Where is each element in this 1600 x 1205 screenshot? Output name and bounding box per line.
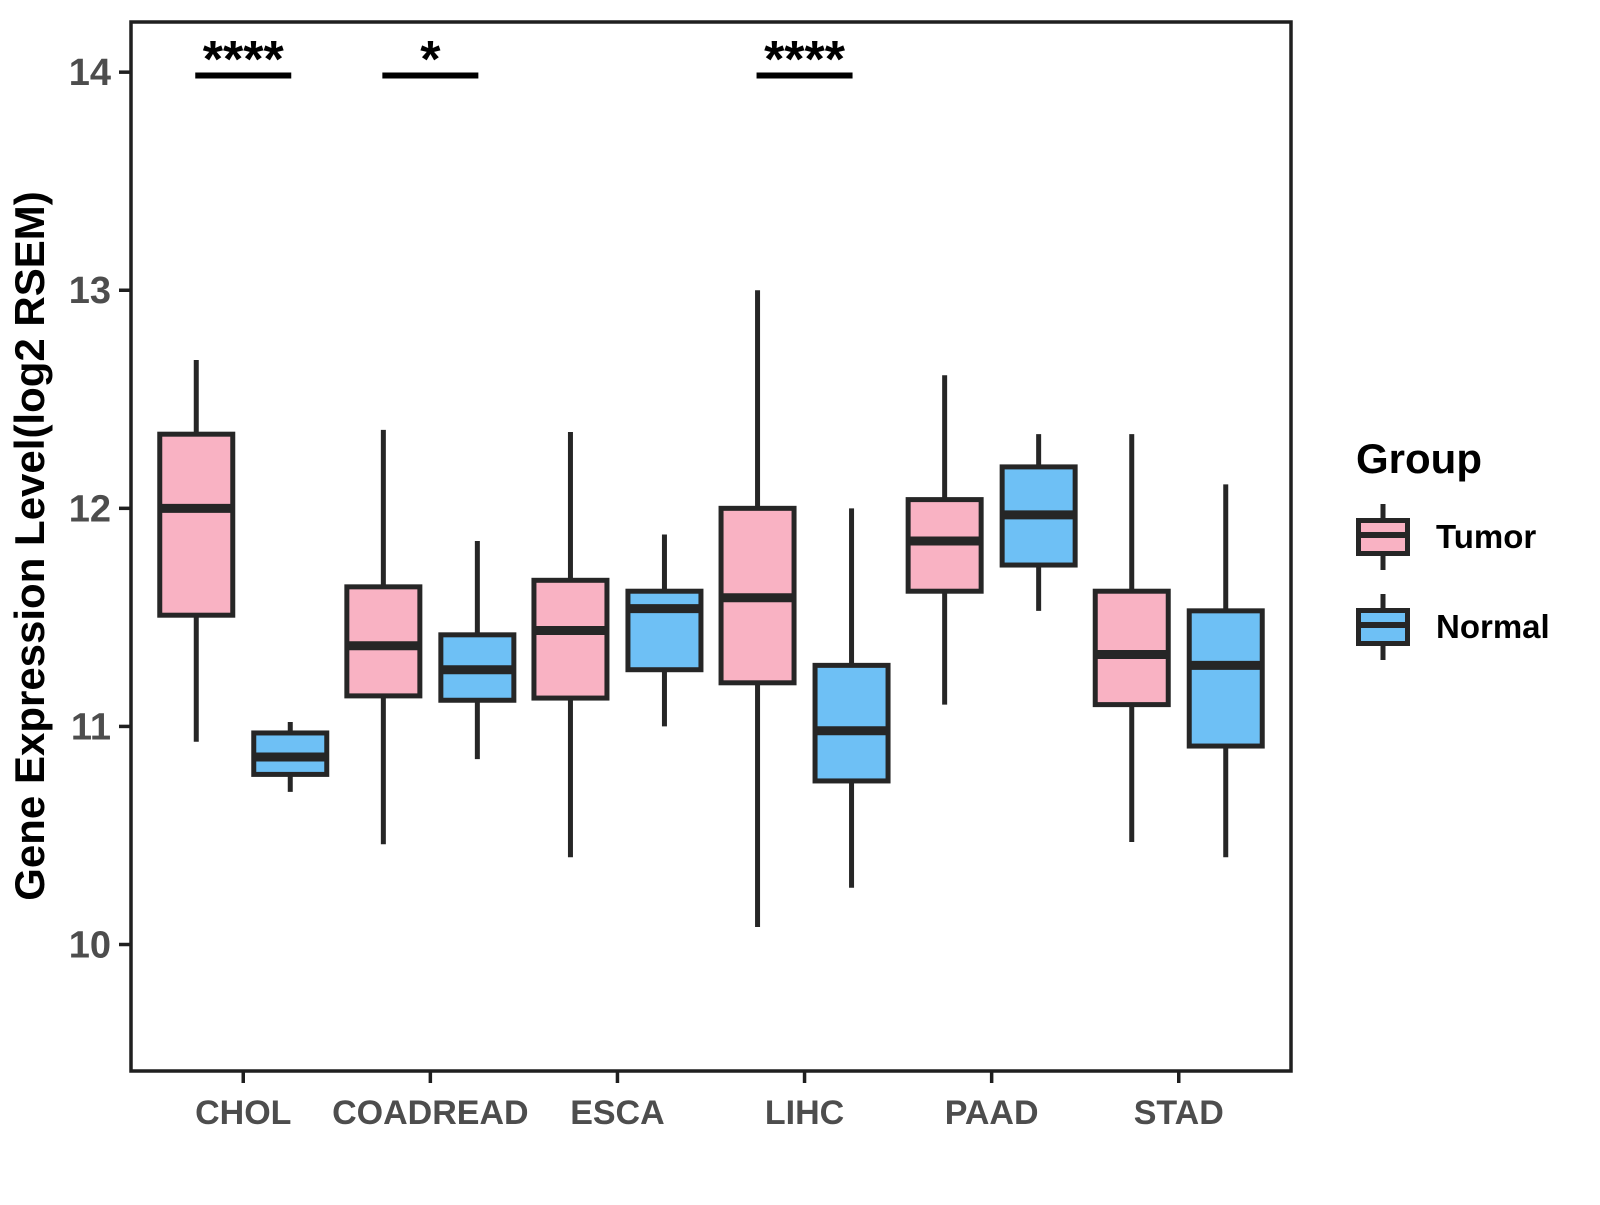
y-tick-label: 13: [69, 270, 111, 312]
x-tick-label-chol: CHOL: [195, 1094, 291, 1132]
significance-stars-coadread: *: [420, 31, 441, 89]
y-tick-label: 14: [69, 52, 111, 94]
x-tick-label-paad: PAAD: [945, 1094, 1039, 1132]
x-tick-label-stad: STAD: [1134, 1094, 1224, 1132]
significance-stars-chol: ****: [203, 31, 285, 89]
box-esca-tumor: [531, 577, 610, 701]
tumor-boxplot-key-icon: [1356, 504, 1410, 570]
box-esca-normal: [625, 588, 704, 673]
legend-title: Group: [1356, 435, 1482, 482]
legend-item-tumor: Tumor: [1356, 504, 1550, 570]
normal-boxplot-key-icon: [1356, 594, 1410, 660]
legend-item-normal: Normal: [1356, 594, 1550, 660]
legend-label-normal: Normal: [1436, 608, 1550, 645]
x-tick-label-lihc: LIHC: [765, 1094, 844, 1132]
x-tick-label-coadread: COADREAD: [332, 1094, 528, 1132]
box-stad-tumor: [1092, 588, 1171, 708]
legend: Group Tumor Normal: [1356, 438, 1550, 660]
panel-border: [129, 20, 1293, 1073]
box-stad-normal: [1186, 608, 1265, 749]
y-tick-label: 10: [69, 925, 111, 967]
y-tick-label: 11: [71, 706, 111, 748]
x-tick-label-esca: ESCA: [570, 1094, 664, 1132]
box-chol-tumor: [157, 431, 236, 618]
legend-label-tumor: Tumor: [1436, 518, 1537, 555]
significance-stars-lihc: ****: [764, 31, 846, 89]
y-tick-label: 12: [69, 488, 111, 530]
y-axis-title: Gene Expression Level(log2 RSEM): [6, 191, 53, 901]
box-lihc-normal: [812, 662, 891, 784]
